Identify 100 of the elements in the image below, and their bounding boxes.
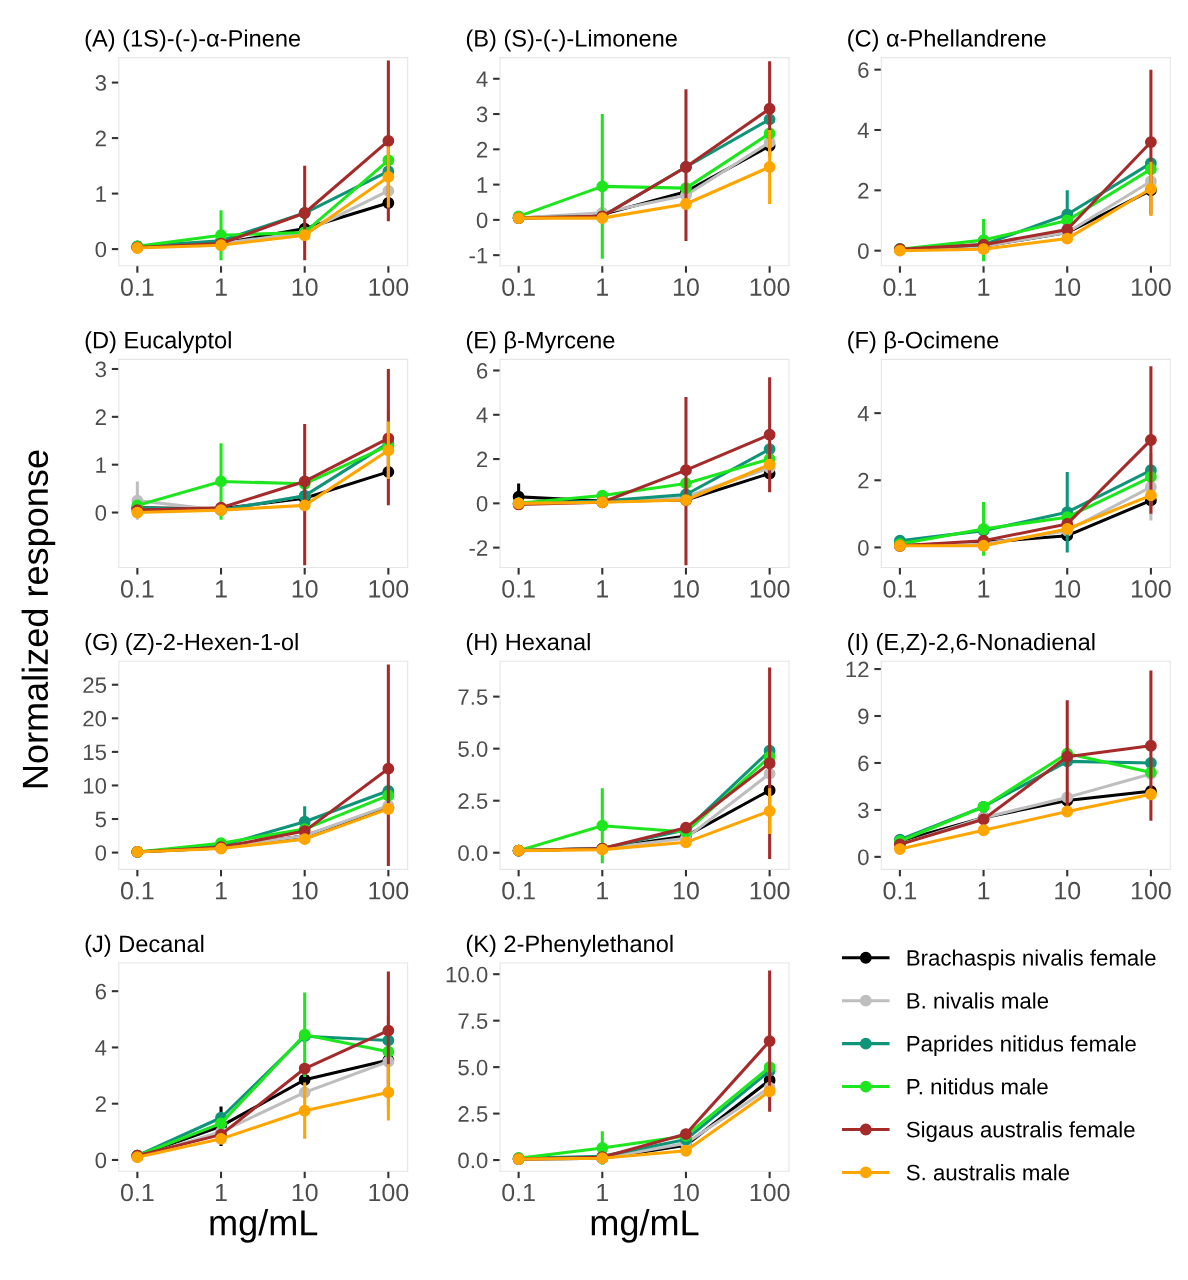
- y-tick-label: 0: [476, 212, 488, 229]
- x-tick-label: 10: [673, 580, 699, 598]
- x-tick-label: 1: [978, 882, 990, 900]
- y-tick-label: 2: [95, 1096, 106, 1112]
- x-tick-label: 100: [369, 881, 409, 900]
- y-tick-label: 1: [96, 457, 106, 473]
- x-tick-label: 1: [978, 580, 990, 598]
- x-tick-label: 100: [1131, 580, 1171, 598]
- y-tick-label: 2: [95, 130, 106, 147]
- x-tick-label: 100: [369, 580, 409, 598]
- x-tick-label: 10: [673, 278, 699, 296]
- chart-title: (D) Eucalyptol: [85, 331, 231, 354]
- x-tick-label: 100: [750, 1183, 790, 1202]
- x-tick-label: 100: [750, 580, 790, 598]
- y-tick-label: 5: [95, 811, 107, 828]
- x-tick-label: 0.1: [502, 1183, 535, 1202]
- y-tick-label: 3: [95, 361, 107, 378]
- y-tick-label: 0: [95, 241, 107, 258]
- y-tick-label: 5.0: [458, 1059, 488, 1076]
- chart-title: (K) 2-Phenylethanol: [466, 934, 673, 957]
- y-tick-label: 4: [857, 122, 869, 139]
- y-tick-label: 4: [95, 1040, 107, 1056]
- y-tick-label: 0: [858, 849, 869, 866]
- x-tick-label: 0.1: [120, 881, 154, 900]
- y-tick-label: 3: [476, 106, 488, 123]
- chart-title: (J) Decanal: [85, 934, 204, 957]
- x-tick-label: 0.1: [120, 278, 154, 296]
- y-axis-title: Normalized response: [21, 450, 56, 788]
- x-tick-label: 10: [1055, 881, 1081, 900]
- y-tick-label: 0: [95, 505, 107, 521]
- x-tick-label: 10: [673, 881, 699, 900]
- y-tick-label: 0.0: [458, 1152, 488, 1169]
- y-tick-label: 15: [83, 744, 107, 761]
- y-tick-label: 12: [846, 661, 869, 678]
- x-tick-label: 10: [292, 278, 318, 296]
- y-tick-label: 9: [858, 708, 869, 725]
- x-axis-title: mg/mL: [591, 1209, 699, 1243]
- x-tick-label: 1: [215, 580, 227, 598]
- x-tick-label: 100: [1131, 278, 1171, 296]
- y-tick-label: 6: [858, 62, 869, 78]
- x-tick-label: 100: [369, 278, 409, 296]
- y-tick-label: 6: [477, 363, 488, 379]
- y-tick-label: 10.0: [446, 966, 488, 983]
- x-tick-label: 100: [750, 881, 790, 900]
- x-tick-label: 1: [597, 882, 609, 900]
- chart-title: (I) (E,Z)-2,6-Nonadienal: [848, 633, 1095, 656]
- x-tick-label: 0.1: [502, 580, 535, 598]
- y-tick-label: 0.0: [458, 845, 488, 861]
- y-tick-label: 4: [476, 71, 488, 87]
- x-tick-label: 1: [597, 278, 609, 296]
- chart-title: (B) (S)-(-)-Limonene: [466, 29, 677, 52]
- y-tick-label: 2: [858, 472, 869, 489]
- x-tick-label: 10: [292, 881, 318, 900]
- legend-label: Paprides nitidus female: [907, 1035, 1136, 1057]
- y-tick-label: 0: [476, 495, 488, 512]
- legend-label: P. nitidus male: [907, 1078, 1048, 1095]
- x-axis-title: mg/mL: [210, 1209, 318, 1243]
- x-tick-label: 0.1: [502, 278, 535, 296]
- y-tick-label: -2: [469, 540, 488, 556]
- x-tick-label: 1: [597, 580, 609, 598]
- x-tick-label: 10: [292, 1183, 318, 1202]
- y-tick-label: 2: [477, 451, 488, 468]
- y-tick-label: 2: [477, 141, 488, 158]
- x-tick-label: 0.1: [502, 881, 535, 900]
- x-tick-label: 1: [215, 882, 227, 900]
- y-tick-label: 0: [858, 539, 869, 556]
- x-tick-label: 0.1: [883, 881, 917, 900]
- x-tick-label: 100: [1131, 881, 1171, 900]
- y-tick-label: 25: [83, 677, 107, 694]
- y-tick-label: 4: [857, 405, 869, 422]
- x-tick-label: 10: [1055, 580, 1081, 598]
- legend-label: B. nivalis male: [907, 992, 1049, 1009]
- x-tick-label: 0.1: [883, 278, 917, 296]
- y-tick-label: 4: [476, 407, 488, 423]
- y-tick-label: 6: [858, 755, 869, 772]
- x-tick-label: 1: [597, 1183, 609, 1202]
- x-tick-label: 100: [369, 1183, 409, 1202]
- chart-title: (G) (Z)-2-Hexen-1-ol: [85, 633, 298, 656]
- legend-label: Sigaus australis female: [906, 1121, 1135, 1142]
- legend-label: Brachaspis nivalis female: [907, 949, 1156, 971]
- chart-title: (F) β-Ocimene: [848, 331, 999, 354]
- y-tick-label: 10: [83, 777, 107, 794]
- y-tick-label: 1: [96, 186, 106, 202]
- y-tick-label: 2.5: [458, 1106, 488, 1122]
- y-tick-label: 0: [95, 845, 107, 861]
- y-tick-label: 3: [858, 802, 869, 819]
- x-tick-label: 1: [978, 278, 990, 296]
- x-tick-label: 10: [292, 580, 318, 598]
- x-tick-label: 0.1: [883, 580, 917, 598]
- y-tick-label: 7.5: [458, 1013, 488, 1029]
- y-tick-label: -1: [469, 247, 488, 264]
- chart-title: (C) α-Phellandrene: [848, 29, 1046, 52]
- x-tick-label: 0.1: [120, 1183, 154, 1202]
- y-tick-label: 5.0: [458, 741, 488, 757]
- x-tick-label: 1: [215, 278, 227, 296]
- x-tick-label: 10: [673, 1183, 699, 1202]
- chart-title: (E) β-Myrcene: [466, 331, 615, 354]
- y-tick-label: 7.5: [458, 689, 488, 705]
- y-tick-label: 2: [95, 409, 106, 425]
- legend-label: S. australis male: [906, 1164, 1070, 1181]
